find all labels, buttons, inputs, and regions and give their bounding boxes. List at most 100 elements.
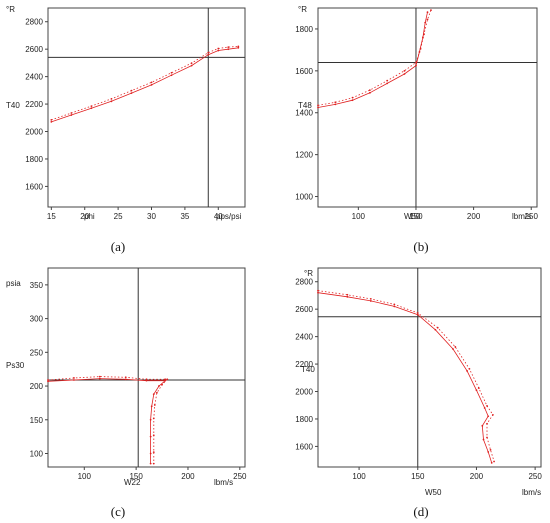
y-tick-label: 350 [30,281,44,290]
y-tick-label: 1400 [295,109,313,118]
data-point [50,118,53,121]
x-axis-label: W22 [124,478,141,487]
x-tick-label: 250 [528,472,542,481]
y-tick-label: 2400 [25,73,43,82]
data-point [486,405,488,407]
x-tick-label: 250 [233,472,247,481]
data-point [217,49,220,52]
data-point [152,417,155,420]
data-point [47,380,49,383]
series-line-1 [317,12,428,108]
x-axis-label: W50 [425,488,442,497]
data-point [487,451,490,453]
series-line-1 [317,292,493,464]
x-tick-label: 20 [80,212,89,221]
data-point [477,387,480,389]
x-tick-label: 150 [129,472,143,481]
data-point [110,100,113,103]
data-point [475,389,478,392]
data-point [368,91,371,94]
data-point [124,376,127,379]
data-point [152,393,155,396]
data-point [73,379,75,381]
y-axis-label: T40 [301,365,315,374]
y-axis-label: T48 [298,101,312,110]
data-point [150,81,153,84]
data-point [166,378,169,381]
data-point [482,438,485,441]
data-point [145,379,148,382]
x-unit-label: lbm/s [512,212,531,221]
plot-frame [317,267,542,468]
data-point [130,92,133,94]
x-tick-label: 200 [181,472,195,481]
data-point [369,300,372,302]
y-tick-label: 2600 [25,45,43,54]
data-point [98,377,101,380]
y-tick-label: 1800 [25,155,43,164]
x-tick-label: 30 [147,212,156,221]
data-point [158,385,160,387]
series-line-2 [317,9,432,106]
x-tick-label: 200 [467,212,481,221]
y-unit-label: °R [298,5,307,14]
x-tick-label: 150 [411,472,425,481]
data-point [130,89,133,92]
y-unit-label: psia [6,279,21,288]
data-point [124,378,127,381]
x-tick-label: 200 [470,472,484,481]
data-point [153,404,156,406]
chart-panel-2: 100 150 200 250 1000 1200 1400 1600 1800 °R T48 W50… [295,5,538,254]
data-point [436,326,439,329]
data-point [207,51,210,54]
series-line-2 [51,46,239,121]
data-point [237,46,240,49]
data-point [145,378,148,381]
y-tick-label: 2000 [25,128,43,137]
data-point [351,99,354,102]
data-point [489,448,492,451]
data-point [483,407,486,409]
data-point [393,303,396,306]
x-tick-label: 100 [352,472,366,481]
data-point [486,436,488,439]
data-point [164,379,167,382]
data-point [416,312,419,314]
series-line-4 [153,379,168,464]
data-point [426,18,429,21]
x-unit-label: lbm/s [522,488,541,497]
data-point [403,73,406,75]
data-point [386,82,389,85]
y-tick-label: 2800 [295,278,313,287]
data-point [423,33,425,36]
data-point [155,391,158,394]
data-point [426,11,429,14]
data-point [237,45,240,48]
data-point [149,462,152,465]
data-point [152,434,155,437]
data-point [415,64,417,67]
data-point [227,46,230,49]
data-point [346,295,349,298]
data-point [346,293,349,296]
data-point [217,47,220,50]
y-tick-label: 1000 [295,193,313,202]
y-tick-label: 1600 [25,182,43,191]
data-point [490,461,493,464]
y-tick-label: 1600 [295,442,313,451]
data-point [468,367,471,370]
data-point [334,103,337,106]
y-tick-label: 300 [30,315,44,324]
y-tick-label: 1600 [295,67,313,76]
data-point [334,101,337,104]
chart-panel-1: 15 20 25 30 35 40 1600 1800 2000 2200 2400 2600 2800… [6,5,246,254]
x-tick-label: 100 [352,212,366,221]
data-point [486,422,488,425]
data-point [190,64,193,67]
data-point [207,53,210,56]
data-point [161,383,163,386]
data-point [110,97,113,100]
y-tick-label: 1200 [295,151,313,160]
data-point [430,9,432,11]
x-tick-label: 40 [214,212,223,221]
